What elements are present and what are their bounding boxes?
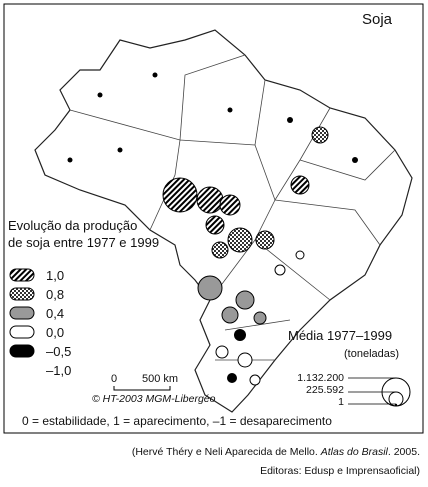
- legend-swatch: [9, 268, 35, 282]
- production-symbols: [67, 72, 358, 386]
- color-legend: 1,0 0,8 0,4 0,0 –0,5 –1,0: [9, 268, 71, 378]
- size-legend-value: 1.132.200: [297, 372, 344, 384]
- legend-title: de soja entre 1977 e 1999: [8, 235, 159, 250]
- scale-label: 0: [111, 373, 117, 385]
- map-figure: Soja Evolução da produção de soja entre …: [3, 3, 424, 434]
- state-borders: [69, 54, 396, 361]
- symbol: [352, 157, 358, 163]
- symbol: [249, 374, 261, 386]
- source-line: (Hervé Théry e Neli Aparecida de Mello. …: [132, 446, 420, 458]
- symbol: [205, 215, 225, 235]
- legend-label: 0,0: [46, 325, 64, 340]
- legend-title: Evolução da produção: [8, 218, 137, 233]
- legend-label: 1,0: [46, 268, 64, 283]
- symbol: [117, 147, 123, 153]
- size-circle: [394, 403, 398, 407]
- symbol: [295, 250, 305, 260]
- source-line: Editoras: Edusp e Imprensaoficial): [260, 465, 420, 477]
- size-legend-unit: (toneladas): [344, 348, 399, 360]
- symbol: [211, 241, 229, 259]
- symbol: [97, 92, 103, 98]
- legend-swatch: [9, 344, 35, 358]
- scale-line: [113, 386, 171, 391]
- size-leader: [348, 377, 396, 405]
- symbol: [162, 177, 198, 213]
- symbol: [197, 275, 223, 301]
- symbol: [253, 311, 267, 325]
- legend-label: 0,4: [46, 306, 64, 321]
- symbol: [255, 230, 275, 250]
- credit: © HT-2003 MGM-Libergéo: [92, 393, 216, 405]
- legend-label: 0,8: [46, 287, 64, 302]
- source-text: (Hervé Théry e Neli Aparecida de Mello.: [131, 446, 321, 458]
- legend-swatch: [9, 325, 35, 339]
- symbol: [196, 186, 224, 214]
- symbol: [227, 107, 233, 113]
- symbol: [227, 373, 237, 383]
- symbol: [67, 157, 73, 163]
- symbol: [235, 290, 255, 310]
- size-legend: Média 1977–1999 (toneladas) 1.132.200 22…: [288, 328, 411, 408]
- symbol: [274, 264, 286, 276]
- symbol: [227, 227, 253, 253]
- symbol: [311, 126, 329, 144]
- symbol: [234, 329, 246, 341]
- size-legend-title: Média 1977–1999: [288, 328, 392, 343]
- symbol: [215, 345, 229, 359]
- note: 0 = estabilidade, 1 = aparecimento, –1 =…: [22, 414, 332, 428]
- legend-label: –0,5: [46, 344, 71, 359]
- symbol: [287, 117, 293, 123]
- legend-label: –1,0: [46, 363, 71, 378]
- symbol: [219, 194, 241, 216]
- legend-swatch: [9, 306, 35, 320]
- source-title: Atlas do Brasil: [320, 446, 388, 458]
- symbol: [237, 352, 253, 368]
- symbol: [221, 306, 239, 324]
- scale-bar: 0 500 km © HT-2003 MGM-Libergéo: [92, 373, 216, 405]
- source-text: . 2005.: [387, 446, 420, 458]
- scale-label: 500 km: [142, 373, 178, 385]
- size-legend-value: 225.592: [306, 384, 344, 396]
- legend-swatch: [9, 287, 35, 301]
- map-title: Soja: [362, 11, 393, 28]
- size-legend-value: 1: [338, 396, 344, 408]
- symbol: [152, 72, 158, 78]
- symbol: [290, 175, 310, 195]
